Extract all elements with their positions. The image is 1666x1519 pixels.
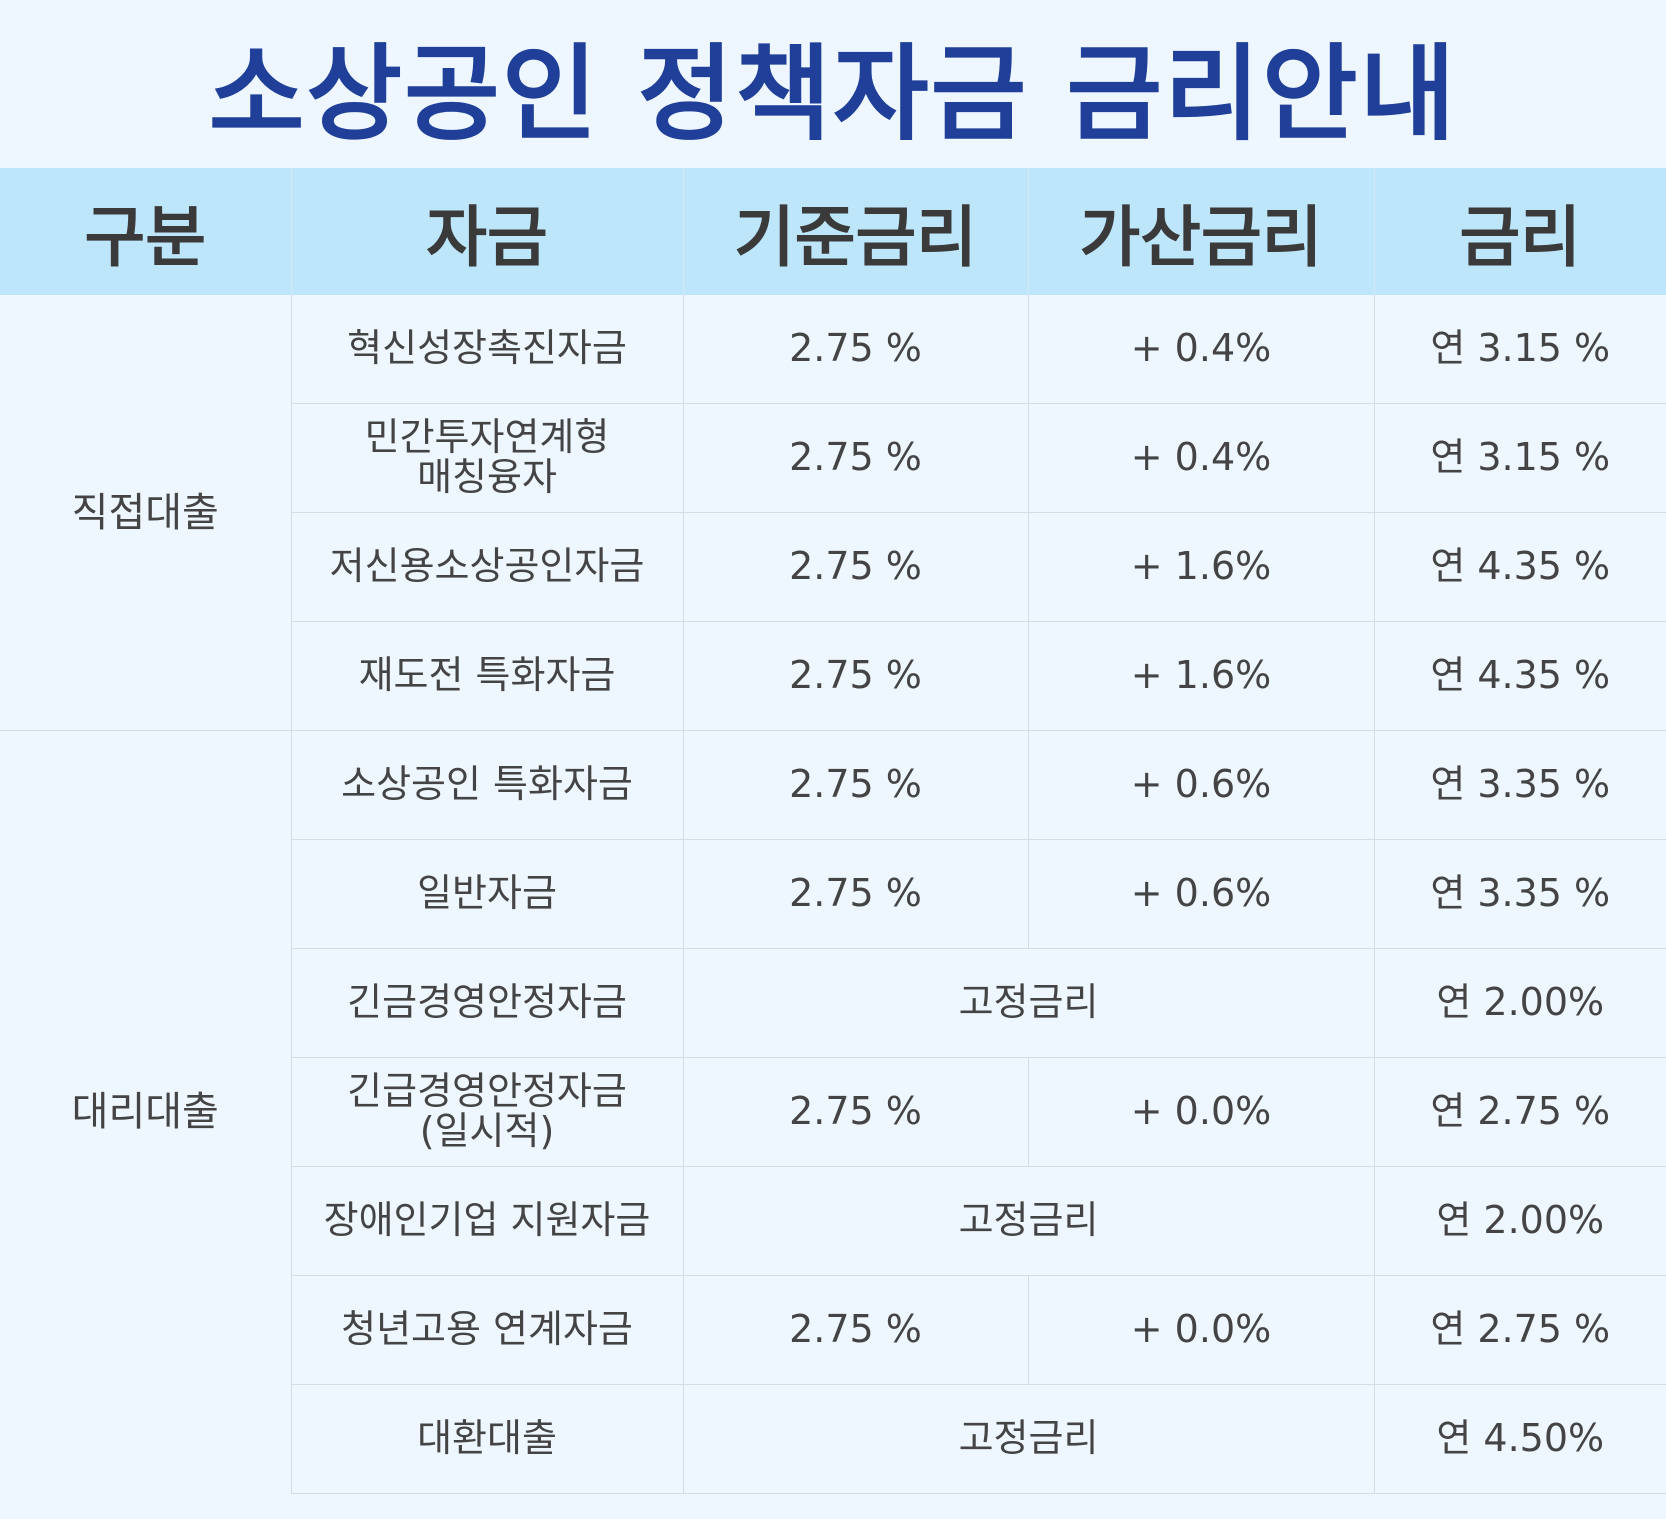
column-header-rate: 금리 [1373,168,1666,295]
fund-name: 장애인기업 지원자금 [290,1166,683,1276]
column-header-category: 구분 [0,168,291,295]
table-row: 긴금경영안정자금 고정금리 연 2.00% [0,948,1666,1058]
table-row: 일반자금 2.75 % + 0.6% 연 3.35 % [0,839,1666,949]
fund-name: 소상공인 특화자금 [290,730,683,840]
fund-name-line: 민간투자연계형 [364,415,610,460]
fund-name: 혁신성장촉진자금 [290,295,683,404]
final-rate: 연 2.75 % [1373,1275,1666,1385]
final-rate: 연 4.50% [1373,1384,1666,1494]
base-rate: 2.75 % [682,621,1028,731]
fund-name-line: 긴급경영안정자금 [347,1069,627,1114]
fund-name: 긴급경영안정자금 (일시적) [290,1057,683,1167]
group-label-agency-loan: 대리대출 [0,730,291,1494]
page-title: 소상공인 정책자금 금리안내 [208,32,1458,155]
fund-name: 청년고용 연계자금 [290,1275,683,1385]
additional-rate: + 1.6% [1027,512,1374,622]
final-rate: 연 3.15 % [1373,403,1666,513]
additional-rate: + 0.0% [1027,1057,1374,1167]
fixed-rate-label: 고정금리 [682,948,1374,1058]
additional-rate: + 0.4% [1027,403,1374,513]
column-header-base-rate: 기준금리 [682,168,1028,295]
fund-name-line: (일시적) [419,1109,555,1153]
additional-rate: + 0.6% [1027,839,1374,949]
base-rate: 2.75 % [682,839,1028,949]
base-rate: 2.75 % [682,730,1028,840]
final-rate: 연 4.35 % [1373,621,1666,731]
fund-name-line: 매칭융자 [417,455,557,499]
base-rate: 2.75 % [682,1057,1028,1167]
additional-rate: + 0.4% [1027,295,1374,404]
fixed-rate-label: 고정금리 [682,1166,1374,1276]
base-rate: 2.75 % [682,295,1028,404]
fund-name: 민간투자연계형 매칭융자 [290,403,683,513]
fund-name: 저신용소상공인자금 [290,512,683,622]
fund-name: 대환대출 [290,1384,683,1494]
table-row: 민간투자연계형 매칭융자 2.75 % + 0.4% 연 3.15 % [0,403,1666,513]
fund-name: 일반자금 [290,839,683,949]
fund-name: 재도전 특화자금 [290,621,683,731]
final-rate: 연 2.75 % [1373,1057,1666,1167]
table-row: 장애인기업 지원자금 고정금리 연 2.00% [0,1166,1666,1276]
final-rate: 연 3.35 % [1373,839,1666,949]
additional-rate: + 0.0% [1027,1275,1374,1385]
group-label-direct-loan: 직접대출 [71,489,219,536]
final-rate: 연 2.00% [1373,1166,1666,1276]
final-rate: 연 3.35 % [1373,730,1666,840]
fixed-rate-label: 고정금리 [682,1384,1374,1494]
final-rate: 연 4.35 % [1373,512,1666,622]
base-rate: 2.75 % [682,1275,1028,1385]
table-row: 대리대출 소상공인 특화자금 2.75 % + 0.6% 연 3.35 % [0,730,1666,1494]
table-row: 긴급경영안정자금 (일시적) 2.75 % + 0.0% 연 2.75 % [0,1057,1666,1167]
interest-rate-table: 구분 자금 기준금리 가산금리 금리 직접대출 혁신성장촉진자금 2.75 % … [0,168,1666,1494]
table-body: 직접대출 혁신성장촉진자금 2.75 % + 0.4% 연 3.15 % 민간투… [0,295,1666,1494]
base-rate: 2.75 % [682,512,1028,622]
final-rate: 연 3.15 % [1373,295,1666,404]
final-rate: 연 2.00% [1373,948,1666,1058]
column-header-additional-rate: 가산금리 [1027,168,1374,295]
additional-rate: + 0.6% [1027,730,1374,840]
table-header: 구분 자금 기준금리 가산금리 금리 [0,168,1666,295]
header-row: 구분 자금 기준금리 가산금리 금리 [0,168,1666,295]
fund-name: 긴금경영안정자금 [290,948,683,1058]
table-row: 재도전 특화자금 2.75 % + 1.6% 연 4.35 % [0,621,1666,731]
table-row: 청년고용 연계자금 2.75 % + 0.0% 연 2.75 % [0,1275,1666,1385]
base-rate: 2.75 % [682,403,1028,513]
additional-rate: + 1.6% [1027,621,1374,731]
table-row: 직접대출 혁신성장촉진자금 2.75 % + 0.4% 연 3.15 % [0,295,1666,533]
table-row: 대환대출 고정금리 연 4.50% [0,1384,1666,1494]
table-row: 저신용소상공인자금 2.75 % + 1.6% 연 4.35 % [0,512,1666,622]
column-header-fund: 자금 [290,168,683,295]
